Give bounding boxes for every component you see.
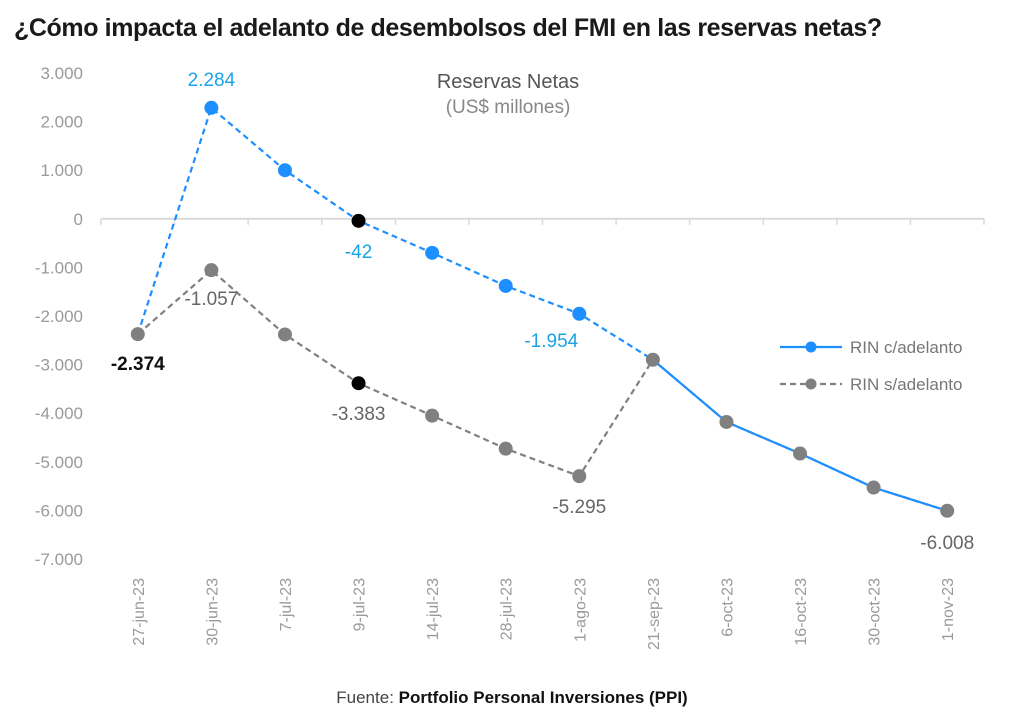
data-point-rin-s-adelanto [645, 352, 660, 367]
data-point-rin-c-adelanto [498, 278, 513, 293]
data-point-rin-c-adelanto [351, 213, 366, 228]
x-tick-label: 1-nov-23 [940, 578, 957, 641]
x-tick-label: 1-ago-23 [572, 578, 589, 642]
series-line-rin-s-adelanto [137, 268, 948, 512]
series-line-rin-c-adelanto-dashed [136, 105, 654, 361]
source-value: Portfolio Personal Inversiones (PPI) [398, 688, 688, 707]
legend-label: RIN c/adelanto [850, 338, 962, 357]
data-point-rin-s-adelanto [130, 327, 145, 342]
x-tick-label: 28-jul-23 [499, 578, 516, 640]
data-point-rin-s-adelanto [277, 327, 292, 342]
data-label: -5.295 [552, 497, 606, 518]
data-label: -2.374 [111, 354, 165, 375]
x-tick-label: 27-jun-23 [131, 578, 148, 646]
data-label: -3.383 [332, 404, 386, 425]
data-point-rin-s-adelanto [351, 376, 366, 391]
x-tick-label: 21-sep-23 [646, 578, 663, 650]
data-point-rin-c-adelanto [572, 306, 587, 321]
x-tick-label: 6-oct-23 [719, 578, 736, 637]
data-label: 2.284 [188, 70, 236, 91]
source-label: Fuente: [336, 688, 394, 707]
page-title: ¿Cómo impacta el adelanto de desembolsos… [14, 14, 882, 42]
source-note: Fuente: Portfolio Personal Inversiones (… [0, 688, 1024, 708]
data-label: -42 [345, 242, 372, 263]
x-tick-label: 30-oct-23 [867, 578, 884, 646]
legend-marker-rin-c-adelanto [805, 341, 817, 353]
y-tick-label: -7.000 [35, 550, 83, 569]
data-point-rin-c-adelanto [425, 245, 440, 260]
y-tick-label: -5.000 [35, 453, 83, 472]
data-point-rin-s-adelanto [204, 263, 219, 278]
y-tick-label: -4.000 [35, 404, 83, 423]
data-label: -1.954 [524, 331, 578, 352]
data-label: -1.057 [184, 289, 238, 310]
data-label: -6.008 [920, 533, 974, 554]
x-tick-label: 16-oct-23 [793, 578, 810, 646]
data-point-rin-s-adelanto [940, 503, 955, 518]
x-tick-label: 30-jun-23 [204, 578, 221, 646]
data-point-rin-s-adelanto [425, 408, 440, 423]
y-tick-label: 3.000 [40, 64, 83, 83]
y-tick-label: -2.000 [35, 307, 83, 326]
chart-title: Reservas Netas [437, 71, 579, 93]
chart-subtitle: (US$ millones) [446, 97, 571, 118]
x-tick-label: 7-jul-23 [278, 578, 295, 631]
data-point-rin-s-adelanto [866, 480, 881, 495]
x-tick-label: 9-jul-23 [352, 578, 369, 631]
legend-label: RIN s/adelanto [850, 375, 962, 394]
x-tick-label: 14-jul-23 [425, 578, 442, 640]
y-tick-label: -6.000 [35, 501, 83, 520]
y-tick-label: 0 [74, 210, 83, 229]
data-point-rin-s-adelanto [719, 414, 734, 429]
y-tick-label: 1.000 [40, 161, 83, 180]
data-point-rin-s-adelanto [793, 446, 808, 461]
y-tick-label: -3.000 [35, 356, 83, 375]
data-point-rin-c-adelanto [277, 163, 292, 178]
y-tick-label: -1.000 [35, 258, 83, 277]
legend-marker-rin-s-adelanto [805, 378, 817, 390]
data-point-rin-s-adelanto [498, 441, 513, 456]
data-point-rin-c-adelanto [204, 100, 219, 115]
data-point-rin-s-adelanto [572, 469, 587, 484]
y-tick-label: 2.000 [40, 113, 83, 132]
